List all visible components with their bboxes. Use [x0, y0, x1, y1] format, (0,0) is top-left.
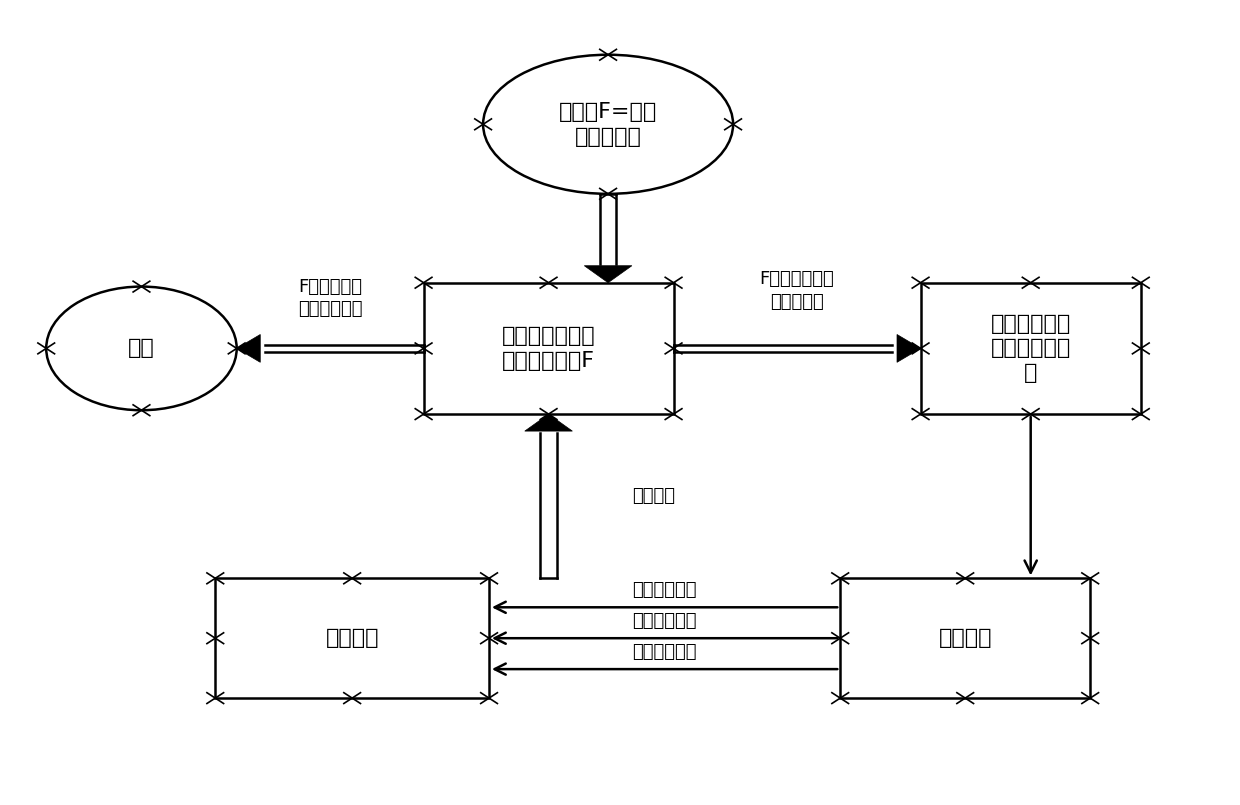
Text: 开始（F=初始
脉冲频率）: 开始（F=初始 脉冲频率）: [559, 102, 657, 147]
Text: 最高脉冲频率: 最高脉冲频率: [632, 643, 697, 661]
Bar: [216, 578, 489, 698]
Text: 频率自增: 频率自增: [632, 487, 675, 506]
Bar: [920, 283, 1141, 414]
Polygon shape: [897, 335, 920, 362]
Text: 结束: 结束: [128, 338, 155, 358]
Text: 数据记录: 数据记录: [325, 628, 379, 648]
Polygon shape: [525, 414, 573, 431]
Text: F未达到系统最
高测试频率: F未达到系统最 高测试频率: [760, 270, 835, 311]
Text: 采集步进马达
的工作音频数
据: 采集步进马达 的工作音频数 据: [991, 314, 1071, 383]
Ellipse shape: [484, 55, 733, 194]
Ellipse shape: [46, 287, 237, 411]
Text: 输出固定频率的
脉冲驱动信号F: 输出固定频率的 脉冲驱动信号F: [502, 326, 595, 371]
Polygon shape: [584, 266, 632, 283]
Bar: [424, 283, 673, 414]
Text: 启动脉冲频率: 启动脉冲频率: [632, 581, 697, 599]
Text: 数据处理: 数据处理: [939, 628, 992, 648]
Text: F已达到系统
最高测试频率: F已达到系统 最高测试频率: [298, 278, 362, 318]
Polygon shape: [237, 335, 260, 362]
Text: 共振脉冲频率: 共振脉冲频率: [632, 612, 697, 630]
Bar: [841, 578, 1090, 698]
